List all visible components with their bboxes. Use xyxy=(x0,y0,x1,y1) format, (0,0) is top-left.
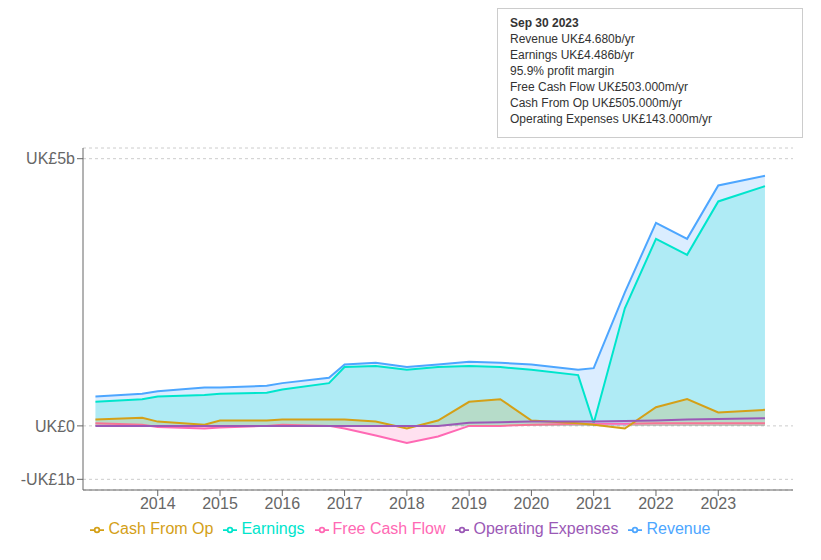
svg-text:2022: 2022 xyxy=(638,495,674,512)
svg-text:2019: 2019 xyxy=(451,495,487,512)
html-text:Operating Expenses: Operating Expenses xyxy=(473,520,619,537)
svg-text:2023: 2023 xyxy=(700,495,736,512)
svg-text:UK£5b: UK£5b xyxy=(26,150,75,167)
svg-text:2014: 2014 xyxy=(140,495,176,512)
html-text:Earnings UK£4.486b/yr: Earnings UK£4.486b/yr xyxy=(510,48,635,62)
svg-text:2018: 2018 xyxy=(389,495,425,512)
html-text:Free Cash Flow UK£503.000m/yr: Free Cash Flow UK£503.000m/yr xyxy=(510,80,689,94)
svg-text:2017: 2017 xyxy=(327,495,363,512)
svg-text:-UK£1b: -UK£1b xyxy=(21,471,75,488)
html-text:Free Cash Flow: Free Cash Flow xyxy=(332,520,446,537)
svg-text:2016: 2016 xyxy=(265,495,301,512)
html-text:Cash From Op: Cash From Op xyxy=(108,520,214,537)
svg-text:2015: 2015 xyxy=(202,495,238,512)
html-text:Sep 30 2023: Sep 30 2023 xyxy=(510,16,579,30)
html-text:Cash From Op UK£505.000m/yr: Cash From Op UK£505.000m/yr xyxy=(510,96,683,110)
html-text:Earnings: Earnings xyxy=(241,520,305,537)
html-text:Revenue UK£4.680b/yr: Revenue UK£4.680b/yr xyxy=(510,32,635,46)
html-text:Operating Expenses UK£143.000m: Operating Expenses UK£143.000m/yr xyxy=(510,112,713,126)
html-text:Revenue: Revenue xyxy=(646,520,711,537)
svg-text:UK£0: UK£0 xyxy=(35,418,75,435)
html-text:95.9% profit margin: 95.9% profit margin xyxy=(510,64,615,78)
svg-text:2020: 2020 xyxy=(514,495,550,512)
svg-text:2021: 2021 xyxy=(576,495,612,512)
